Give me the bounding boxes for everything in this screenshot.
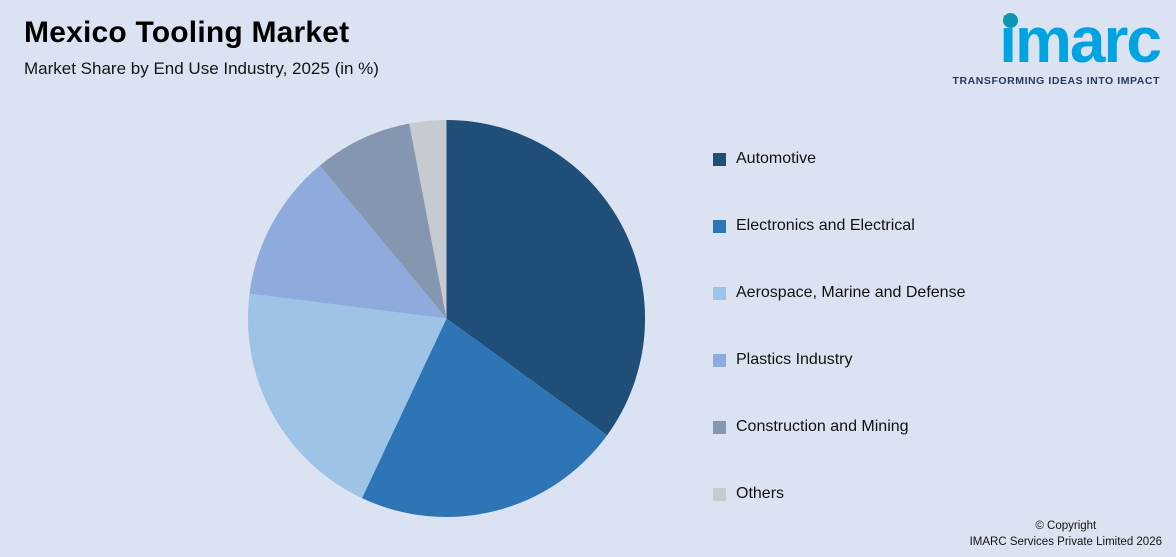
pie-slice-automotive xyxy=(446,119,646,436)
legend-swatch-electronics-and-electrical xyxy=(713,219,726,233)
legend: Automotive Electronics and Electrical Ae… xyxy=(713,150,965,503)
legend-swatch-construction-and-mining xyxy=(713,420,726,434)
imarc-logo: imarc TRANSFORMING IDEAS INTO IMPACT xyxy=(952,8,1162,87)
logo-dot-icon xyxy=(1003,13,1019,28)
logo-brand-text: imarc xyxy=(999,4,1162,76)
legend-swatch-aerospace-marine-and-defense xyxy=(713,286,726,300)
legend-item-automotive: Automotive xyxy=(713,150,965,168)
pie-slice-plastics-industry xyxy=(249,165,447,319)
pie-slice-electronics-and-electrical xyxy=(361,318,608,518)
logo-tagline: TRANSFORMING IDEAS INTO IMPACT xyxy=(952,75,1160,87)
logo-wordmark: imarc xyxy=(999,8,1162,72)
copyright: © Copyright IMARC Services Private Limit… xyxy=(970,518,1162,551)
legend-item-others: Others xyxy=(713,485,965,503)
header: Mexico Tooling Market Market Share by En… xyxy=(24,16,379,79)
legend-label: Electronics and Electrical xyxy=(736,217,915,234)
copyright-line1: © Copyright xyxy=(1035,519,1097,532)
legend-label: Others xyxy=(736,485,785,502)
pie-slice-aerospace-marine-and-defense xyxy=(247,293,447,499)
pie-slice-others xyxy=(409,119,447,319)
pie-chart xyxy=(247,119,646,518)
pie-slice-construction-and-mining xyxy=(319,123,447,319)
page-title: Mexico Tooling Market xyxy=(24,16,350,49)
legend-label: Plastics Industry xyxy=(736,351,853,368)
legend-label: Construction and Mining xyxy=(736,418,909,435)
legend-label: Aerospace, Marine and Defense xyxy=(736,284,966,301)
legend-swatch-plastics-industry xyxy=(713,353,726,367)
legend-swatch-automotive xyxy=(713,152,726,166)
legend-swatch-others xyxy=(713,487,726,501)
copyright-line2: IMARC Services Private Limited 2026 xyxy=(969,536,1162,549)
legend-item-plastics-industry: Plastics Industry xyxy=(713,351,965,369)
page-subtitle: Market Share by End Use Industry, 2025 (… xyxy=(24,59,379,78)
legend-item-electronics-and-electrical: Electronics and Electrical xyxy=(713,217,965,235)
legend-item-construction-and-mining: Construction and Mining xyxy=(713,418,965,436)
legend-label: Automotive xyxy=(736,150,817,167)
legend-item-aerospace-marine-and-defense: Aerospace, Marine and Defense xyxy=(713,284,965,302)
